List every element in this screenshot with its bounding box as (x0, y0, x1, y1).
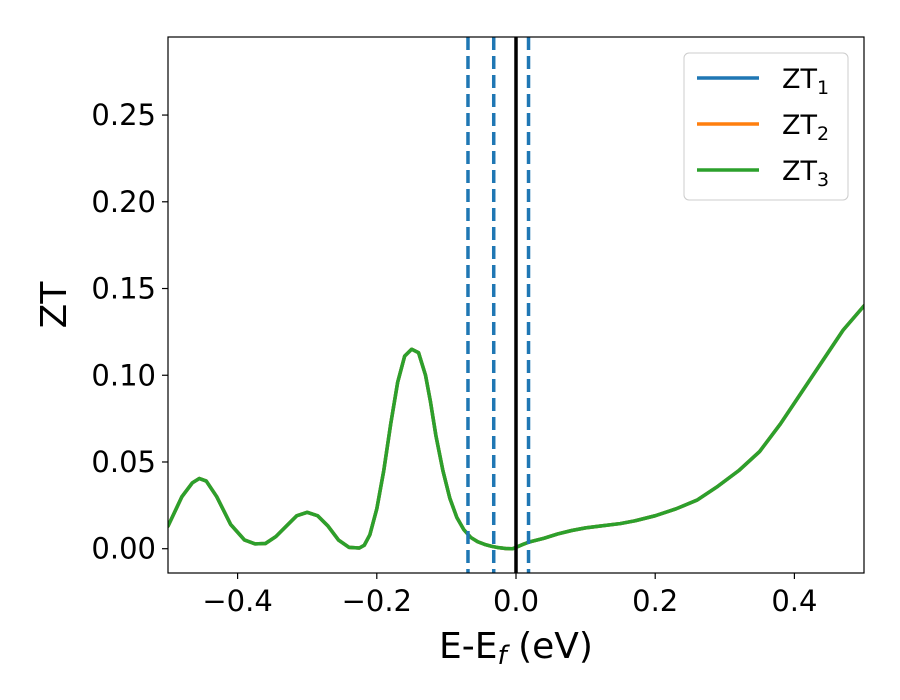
legend-entries: ZT1 ZT2 ZT3 (697, 64, 829, 191)
x-axis-title-unit: (eV) (507, 626, 593, 667)
y-tick-label: 0.10 (91, 358, 156, 392)
y-tick-label: 0.20 (91, 185, 156, 219)
y-tick-label: 0.25 (91, 98, 156, 132)
legend-box (683, 52, 849, 201)
legend: ZT1 ZT2 ZT3 (683, 52, 849, 201)
x-tick-label: −0.4 (202, 584, 272, 618)
y-axis-title: ZT (34, 281, 75, 329)
legend-label-1: ZT1 (782, 64, 829, 99)
legend-label-3: ZT3 (782, 156, 829, 191)
y-tick-label: 0.15 (91, 272, 156, 306)
x-tick-label: 0.4 (771, 584, 817, 618)
y-tick-label: 0.05 (91, 445, 156, 479)
x-axis-title: E-Ef (eV) (439, 626, 593, 671)
x-axis-title-main: E-E (439, 626, 497, 667)
x-tick-label: −0.2 (342, 584, 412, 618)
x-tick-label: 0.0 (493, 584, 539, 618)
reference-lines (466, 37, 531, 573)
y-tick-label: 0.00 (91, 532, 156, 566)
x-axis-ticks: −0.4 −0.2 0.0 0.2 0.4 (202, 573, 817, 618)
series-layer (168, 304, 864, 551)
x-tick-label: 0.2 (632, 584, 678, 618)
y-axis-ticks: 0.00 0.05 0.10 0.15 0.20 0.25 (91, 98, 168, 566)
series-line-3 (168, 304, 864, 551)
legend-label-2: ZT2 (782, 110, 829, 145)
